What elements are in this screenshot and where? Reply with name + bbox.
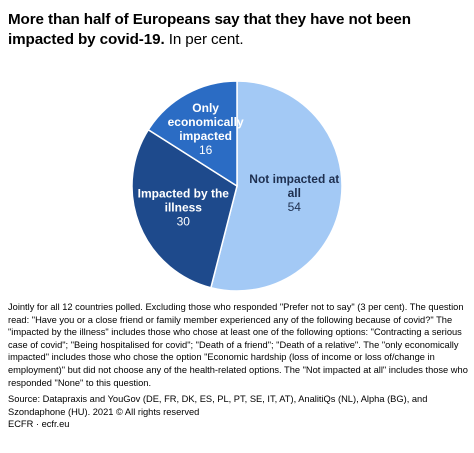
notes-text: Jointly for all 12 countries polled. Exc… bbox=[8, 302, 468, 388]
pie-slice-1 bbox=[209, 80, 343, 292]
slice-label-1: Not impacted at all bbox=[249, 172, 339, 200]
slice-label-3: Only economically impacted bbox=[168, 101, 244, 143]
pie-slice-2 bbox=[131, 128, 238, 289]
slice-value-2: 30 bbox=[177, 214, 191, 228]
chart-title-unit: In per cent. bbox=[168, 31, 244, 48]
slice-label-2: Impacted by the illness bbox=[138, 186, 230, 214]
slice-value-3: 16 bbox=[199, 143, 213, 157]
slice-value-1: 54 bbox=[288, 200, 302, 214]
credit-text: ECFR · ecfr.eu bbox=[8, 419, 70, 430]
chart-title-main: More than half of Europeans say that the… bbox=[8, 11, 411, 48]
chart-notes: Jointly for all 12 countries polled. Exc… bbox=[8, 301, 468, 431]
chart-title: More than half of Europeans say that the… bbox=[8, 10, 464, 50]
source-text: Source: Datapraxis and YouGov (DE, FR, D… bbox=[8, 394, 428, 417]
pie-slice-3 bbox=[147, 80, 238, 188]
